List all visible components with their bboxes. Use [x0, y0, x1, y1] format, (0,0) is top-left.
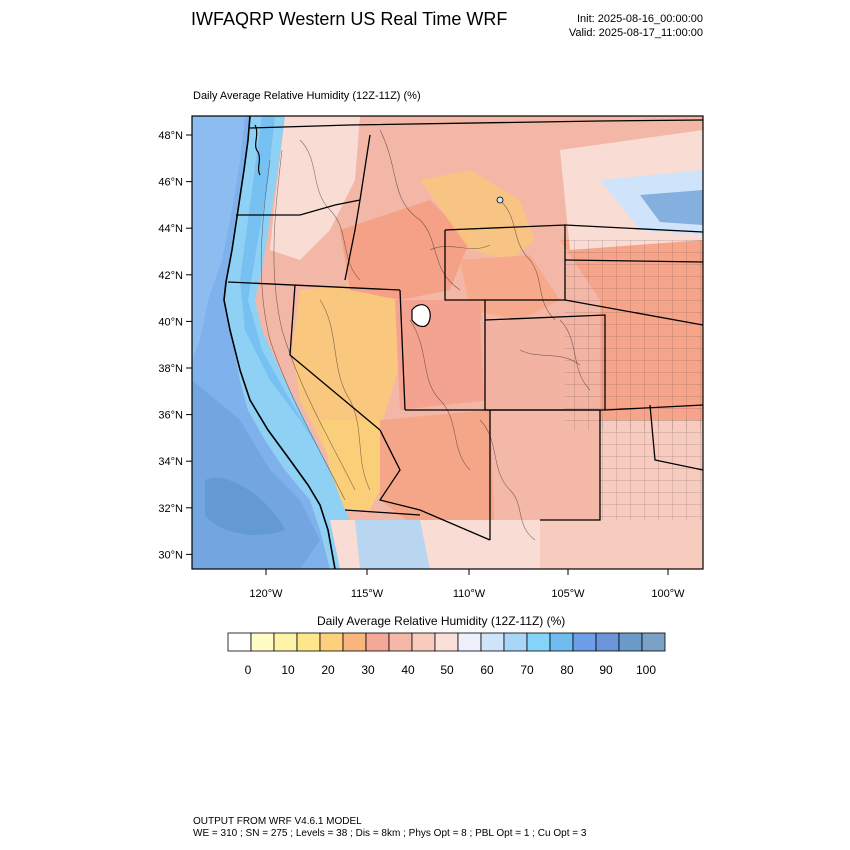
puget-sound [254, 124, 261, 176]
gulf-california-moist [355, 520, 430, 569]
main-title: IWFAQRP Western US Real Time WRF [191, 9, 508, 29]
colorbar-labels: 0 10 20 30 40 50 60 70 80 90 100 [245, 663, 657, 677]
ocean-offshore [192, 116, 245, 360]
lon-tick-label: 105°W [551, 588, 585, 600]
colorbar-swatch [250, 632, 275, 652]
colorbar-swatch [641, 632, 666, 652]
colorbar-label: 0 [245, 663, 252, 677]
northwest-interior [270, 116, 360, 260]
colorbar-label: 90 [599, 663, 613, 677]
lat-tick-label: 38°N [158, 363, 183, 375]
colorbar-swatch [480, 632, 505, 652]
colorbar-swatch [434, 632, 459, 652]
colorbar-label: 60 [480, 663, 494, 677]
ocean-eddy [205, 478, 285, 535]
colorbar-title: Daily Average Relative Humidity (12Z-11Z… [317, 614, 566, 628]
colorbar-swatch [319, 632, 344, 652]
wyoming-dry [420, 170, 535, 260]
colorbar-swatch [549, 632, 574, 652]
valid-time: Valid: 2025-08-17_11:00:00 [568, 27, 703, 39]
lon-tick-label: 100°W [651, 588, 685, 600]
colorbar [227, 632, 666, 652]
lon-tick-label: 120°W [249, 588, 283, 600]
colorbar-label: 30 [361, 663, 375, 677]
lat-tick-label: 48°N [158, 130, 183, 142]
colorbar-swatch [595, 632, 620, 652]
county-grid [565, 240, 703, 430]
colorbar-swatch [273, 632, 298, 652]
lon-tick-label: 115°W [351, 588, 384, 600]
model-info-line1: OUTPUT FROM WRF V4.6.1 MODEL [193, 816, 362, 827]
colorbar-swatch [411, 632, 436, 652]
great-basin-dry [292, 280, 410, 480]
lat-tick-label: 40°N [158, 316, 183, 328]
latitude-axis: 48°N 46°N 44°N 42°N 40°N 38°N 36°N 34°N 32°N 30°N [158, 130, 192, 561]
county-grid-south [600, 420, 703, 520]
colorbar-swatch [526, 632, 551, 652]
colorbar-label: 100 [636, 663, 656, 677]
panel-title: Daily Average Relative Humidity (12Z-11Z… [193, 90, 421, 102]
colorbar-label: 20 [321, 663, 335, 677]
lat-tick-label: 36°N [158, 410, 183, 422]
colorbar-swatch [342, 632, 367, 652]
moist-core [640, 190, 703, 225]
contours [260, 129, 591, 541]
longitude-axis: 120°W 115°W 110°W 105°W 100°W [249, 569, 685, 600]
great-salt-lake [411, 304, 431, 328]
colorbar-label: 70 [520, 663, 534, 677]
lat-tick-label: 46°N [158, 177, 183, 189]
state-boundaries [227, 119, 703, 541]
new-mexico [490, 410, 600, 540]
lon-tick-label: 110°W [453, 588, 486, 600]
southwest-desert [320, 420, 390, 510]
colorbar-label: 50 [440, 663, 454, 677]
colorbar-swatch [365, 632, 390, 652]
map-frame [191, 115, 704, 570]
lat-tick-label: 42°N [158, 270, 183, 282]
colorbar-label: 80 [560, 663, 574, 677]
model-info-line2: WE = 310 ; SN = 275 ; Levels = 38 ; Dis … [193, 828, 587, 839]
lat-tick-label: 34°N [158, 456, 183, 468]
lat-tick-label: 32°N [158, 503, 183, 515]
colorbar-swatch [572, 632, 597, 652]
colorbar-label: 40 [401, 663, 415, 677]
utah [395, 300, 490, 410]
colorbar-swatch [457, 632, 482, 652]
coastline [223, 116, 336, 569]
lat-tick-label: 30°N [158, 549, 183, 561]
colorbar-swatch [227, 632, 252, 652]
colorbar-label: 10 [281, 663, 295, 677]
init-time: Init: 2025-08-16_00:00:00 [577, 13, 703, 25]
lake [496, 196, 504, 204]
coastal-wet-core [240, 116, 320, 450]
map-plot-area [192, 116, 703, 569]
colorbar-swatch [296, 632, 321, 652]
colorbar-swatch [618, 632, 643, 652]
colorbar-swatch [388, 632, 413, 652]
idaho-plain [340, 200, 470, 300]
lat-tick-label: 44°N [158, 223, 183, 235]
colorbar-swatch [503, 632, 528, 652]
